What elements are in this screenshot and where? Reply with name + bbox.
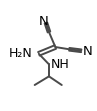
Text: N: N	[39, 15, 49, 28]
Text: N: N	[82, 45, 92, 58]
Text: NH: NH	[50, 58, 69, 71]
Text: H₂N: H₂N	[9, 47, 32, 60]
